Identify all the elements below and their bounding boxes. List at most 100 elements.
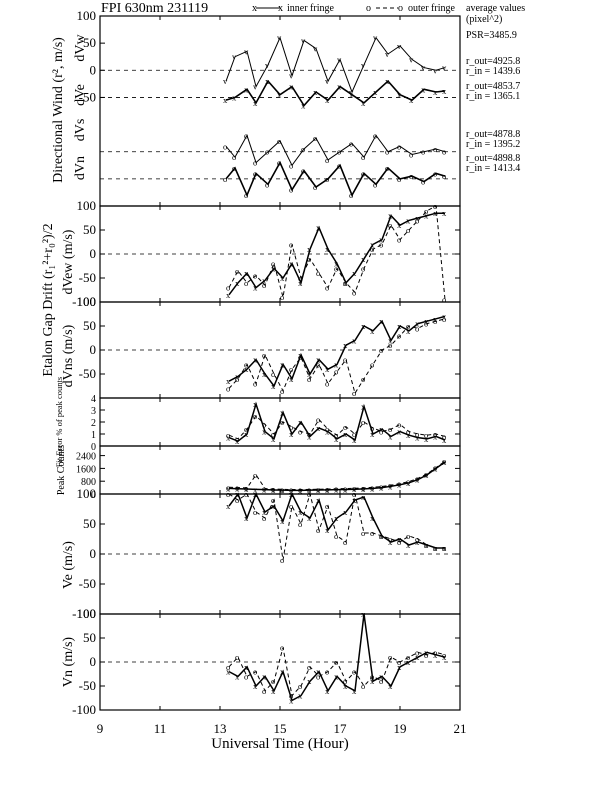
- data-point: o: [406, 531, 410, 541]
- data-point: x: [253, 681, 258, 691]
- data-point: o: [409, 149, 413, 159]
- data-point: o: [433, 647, 437, 657]
- legend-inner: x x inner fringe: [252, 3, 334, 14]
- data-point: o: [361, 374, 365, 384]
- data-point: o: [277, 136, 281, 146]
- data-point: o: [298, 352, 302, 362]
- data-point: x: [424, 211, 429, 221]
- data-point: x: [253, 98, 258, 108]
- data-point: o: [289, 185, 293, 195]
- data-point: o: [298, 485, 302, 495]
- data-point: v: [337, 54, 342, 64]
- inner-fringe-line: [228, 401, 446, 443]
- data-point: x: [373, 87, 378, 97]
- data-point: x: [421, 84, 426, 94]
- data-point: x: [298, 485, 303, 495]
- data-point: x: [226, 667, 231, 677]
- data-point: o: [343, 355, 347, 365]
- data-point: x: [352, 435, 357, 445]
- data-point: o: [442, 650, 446, 660]
- data-point: v: [277, 33, 282, 43]
- data-point: x: [379, 671, 384, 681]
- data-point: x: [397, 534, 402, 544]
- data-point: x: [325, 525, 330, 535]
- data-point: o: [253, 158, 257, 168]
- y-tick-label: -50: [79, 270, 96, 285]
- y-tick-label: 4: [91, 394, 96, 405]
- data-point: o: [289, 485, 293, 495]
- data-point: o: [271, 429, 275, 439]
- data-point: x: [226, 290, 231, 300]
- data-point: o: [265, 147, 269, 157]
- legend-average-line1: average values: [466, 3, 525, 14]
- data-point: o: [334, 263, 338, 273]
- data-point: o: [370, 359, 374, 369]
- ring-label-in: r_in = 1439.6: [466, 66, 520, 77]
- data-point: x: [253, 283, 258, 293]
- data-point: o: [385, 147, 389, 157]
- data-point: o: [289, 691, 293, 701]
- data-point: o: [244, 671, 248, 681]
- data-point: x: [397, 480, 402, 490]
- y-tick-label: -100: [72, 606, 96, 621]
- data-point: o: [223, 174, 227, 184]
- data-point: x: [325, 686, 330, 696]
- ring-label-out: r_out=4925.8: [466, 56, 520, 67]
- y-tick-label: -50: [79, 678, 96, 693]
- data-point: x: [370, 483, 375, 493]
- data-point: o: [226, 283, 230, 293]
- data-point: x: [280, 273, 285, 283]
- data-point: o: [244, 424, 248, 434]
- data-point: o: [334, 657, 338, 667]
- data-point: x: [409, 95, 414, 105]
- data-point: x: [334, 259, 339, 269]
- data-point: o: [262, 350, 266, 360]
- data-point: o: [442, 295, 446, 305]
- data-point: o: [307, 374, 311, 384]
- data-point: x: [415, 319, 420, 329]
- data-point: x: [307, 513, 312, 523]
- data-point: o: [349, 139, 353, 149]
- data-point: o: [307, 254, 311, 264]
- data-point: o: [349, 190, 353, 200]
- data-point: o: [415, 429, 419, 439]
- data-point: x: [289, 489, 294, 499]
- data-point: x: [325, 364, 330, 374]
- data-point: o: [313, 133, 317, 143]
- data-point: o: [298, 519, 302, 529]
- data-point: o: [415, 647, 419, 657]
- data-point: x: [289, 82, 294, 92]
- data-point: x: [325, 244, 330, 254]
- data-point: o: [406, 225, 410, 235]
- data-point: o: [280, 292, 284, 302]
- legend-outer-label: outer fringe: [408, 3, 455, 14]
- data-point: o: [424, 540, 428, 550]
- data-point: x: [244, 268, 249, 278]
- data-point: o: [361, 168, 365, 178]
- data-point: o: [337, 160, 341, 170]
- data-point: x: [388, 681, 393, 691]
- y-tick-label: -50: [79, 366, 96, 381]
- data-point: v: [409, 54, 414, 64]
- y-tick-label: 2400: [76, 452, 96, 463]
- data-point: o: [379, 239, 383, 249]
- data-point: o: [235, 374, 239, 384]
- x-tick-label: 11: [154, 721, 167, 736]
- data-point: x: [253, 399, 258, 409]
- data-point: x: [262, 485, 267, 495]
- data-point: x: [265, 76, 270, 86]
- data-point: o: [265, 179, 269, 189]
- data-point: o: [223, 141, 227, 151]
- data-point: o: [235, 483, 239, 493]
- vn-ylabel: Vn (m/s): [61, 637, 76, 688]
- data-point: x: [316, 355, 321, 365]
- data-point: x: [442, 311, 447, 321]
- outer-fringe-line: [228, 647, 446, 697]
- data-point: x: [361, 492, 366, 502]
- data-point: x: [370, 239, 375, 249]
- ring-label-out: r_out=4878.8: [466, 129, 520, 140]
- data-point: x: [223, 95, 228, 105]
- data-point: x: [316, 485, 321, 495]
- data-point: x: [406, 540, 411, 550]
- data-point: o: [388, 480, 392, 490]
